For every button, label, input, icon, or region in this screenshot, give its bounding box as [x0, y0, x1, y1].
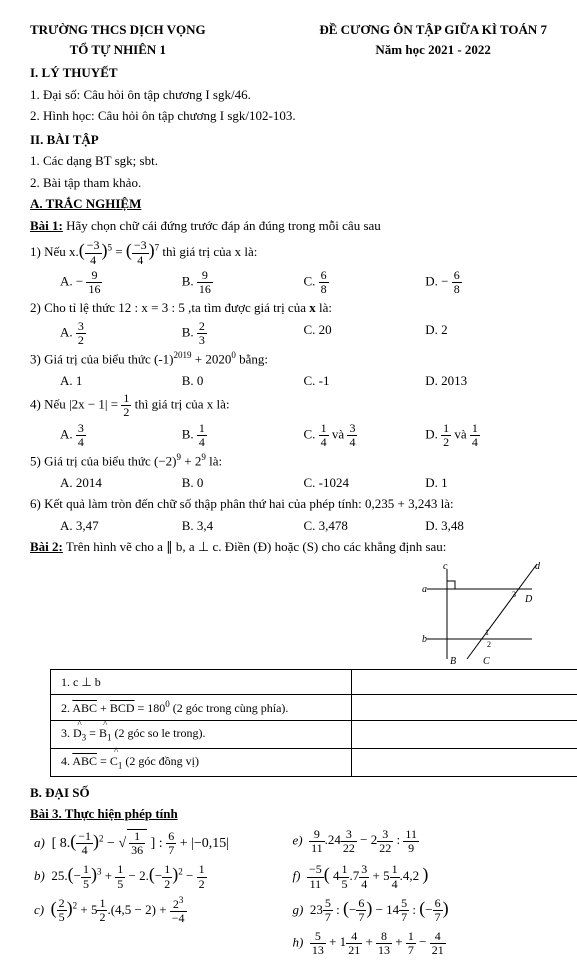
q1: 1) Nếu x.(−34)5 = (−34)7 thì giá trị của…	[30, 237, 547, 267]
q2: 2) Cho tỉ lệ thức 12 : x = 3 : 5 ,ta tìm…	[30, 298, 547, 318]
q5: 5) Giá trị của biểu thức (−2)9 + 29 là:	[30, 451, 547, 471]
q2-opt-d: D. 2	[425, 320, 547, 347]
ex-a: a) [ 8.(−14)2 − √136 ] : 67 + |−0,15|	[30, 826, 289, 859]
q3-opt-b: B. 0	[182, 371, 304, 391]
q4-opt-a: A. 34	[60, 422, 182, 449]
ex-g: g) 2357 : (−67) − 1457 : (−67)	[289, 893, 548, 928]
dept-name: TỔ TỰ NHIÊN 1	[30, 40, 206, 60]
svg-text:2: 2	[487, 640, 491, 649]
q1-opt-b: B. 916	[182, 269, 304, 296]
ex-e: e) 911.24322 − 2322 : 119	[289, 826, 548, 859]
q5-opt-a: A. 2014	[60, 473, 182, 493]
q4: 4) Nếu |2x − 1| = 12 thì giá trị của x l…	[30, 392, 547, 419]
q4-opt-d: D. 12 và 14	[425, 422, 547, 449]
svg-text:3: 3	[512, 590, 516, 599]
svg-text:B: B	[450, 656, 456, 667]
school-year: Năm học 2021 - 2022	[319, 40, 547, 60]
q5-opt-c: C. -1024	[304, 473, 426, 493]
q1-opt-d: D. − 68	[425, 269, 547, 296]
ex-row-2: b) 25.(−15)3 + 15 − 2.(−12)2 − 12 f) −51…	[30, 859, 547, 893]
q6-opt-b: B. 3,4	[182, 516, 304, 536]
bai2-text: Trên hình vẽ cho a ∥ b, a ⊥ c. Điền (Đ) …	[63, 539, 447, 554]
bai1-text: Hãy chọn chữ cái đứng trước đáp án đúng …	[63, 218, 381, 233]
ex-c: c) (25)2 + 512.(4,5 − 2) + 23−4	[30, 893, 289, 928]
algebra-heading: B. ĐẠI SỐ	[30, 783, 547, 803]
doc-title: ĐỀ CƯƠNG ÔN TẬP GIỮA KÌ TOÁN 7	[319, 20, 547, 40]
ex-empty	[30, 928, 289, 959]
ex-b: b) 25.(−15)3 + 15 − 2.(−12)2 − 12	[30, 859, 289, 893]
q3-opt-d: D. 2013	[425, 371, 547, 391]
q5-opt-d: D. 1	[425, 473, 547, 493]
svg-text:c: c	[443, 561, 448, 572]
svg-text:D: D	[524, 594, 533, 605]
bai3-title: Bài 3. Thực hiện phép tính	[30, 804, 547, 824]
bai1-label: Bài 1:	[30, 218, 63, 233]
q2-options: A. 32 B. 23 C. 20 D. 2	[60, 320, 547, 347]
header-right: ĐỀ CƯƠNG ÔN TẬP GIỮA KÌ TOÁN 7 Năm học 2…	[319, 20, 547, 59]
section-theory-title: I. LÝ THUYẾT	[30, 63, 547, 83]
exercise-line-2: 2. Bài tập tham khảo.	[30, 173, 547, 193]
q1-options: A. − 916 B. 916 C. 68 D. − 68	[60, 269, 547, 296]
ex-row-3: c) (25)2 + 512.(4,5 − 2) + 23−4 g) 2357 …	[30, 893, 547, 928]
bai2-row3: 3. D3 = B1 (2 góc so le trong).	[51, 720, 352, 748]
bai2-label: Bài 2:	[30, 539, 63, 554]
svg-text:1: 1	[485, 628, 489, 637]
bai2-ans1	[352, 669, 577, 694]
header-left: TRƯỜNG THCS DỊCH VỌNG TỔ TỰ NHIÊN 1	[30, 20, 206, 59]
q6-opt-a: A. 3,47	[60, 516, 182, 536]
bai2-row1: 1. c ⊥ b	[51, 669, 352, 694]
q1-pre: 1) Nếu	[30, 244, 69, 259]
ex-row-1: a) [ 8.(−14)2 − √136 ] : 67 + |−0,15| e)…	[30, 826, 547, 859]
q6-opt-c: C. 3,478	[304, 516, 426, 536]
q3: 3) Giá trị của biểu thức (-1)2019 + 2020…	[30, 349, 547, 369]
q1-opt-c: C. 68	[304, 269, 426, 296]
bai2-row2: 2. ABC + BCD = 1800 (2 góc trong cùng ph…	[51, 694, 352, 720]
q3-options: A. 1 B. 0 C. -1 D. 2013	[60, 371, 547, 391]
bai2-ans4	[352, 748, 577, 776]
q3-opt-a: A. 1	[60, 371, 182, 391]
mcq-heading: A. TRẮC NGHIỆM	[30, 194, 547, 214]
q2-opt-c: C. 20	[304, 320, 426, 347]
ex-row-4: h) 513 + 1421 + 813 + 17 − 421	[30, 928, 547, 959]
bai2-heading: Bài 2: Trên hình vẽ cho a ∥ b, a ⊥ c. Đi…	[30, 537, 547, 557]
bai1-heading: Bài 1: Hãy chọn chữ cái đứng trước đáp á…	[30, 216, 547, 236]
q6: 6) Kết quả làm tròn đến chữ số thập phân…	[30, 494, 547, 514]
q1-equation: x.(−34)5 = (−34)7	[69, 244, 159, 259]
bai2-ans3	[352, 720, 577, 748]
svg-text:a: a	[422, 584, 427, 595]
q4-opt-b: B. 14	[182, 422, 304, 449]
q2-opt-a: A. 32	[60, 320, 182, 347]
q6-options: A. 3,47 B. 3,4 C. 3,478 D. 3,48	[60, 516, 547, 536]
exercise-line-1: 1. Các dạng BT sgk; sbt.	[30, 151, 547, 171]
q4-options: A. 34 B. 14 C. 14 và 34 D. 12 và 14	[60, 422, 547, 449]
bai2-ans2	[352, 694, 577, 720]
theory-line-1: 1. Đại số: Câu hỏi ôn tập chương I sgk/4…	[30, 85, 547, 105]
q4-opt-c: C. 14 và 34	[304, 422, 426, 449]
school-name: TRƯỜNG THCS DỊCH VỌNG	[30, 20, 206, 40]
theory-line-2: 2. Hình học: Câu hỏi ôn tập chương I sgk…	[30, 106, 547, 126]
svg-text:b: b	[422, 634, 427, 645]
bai2-table: 1. c ⊥ b 2. ABC + BCD = 1800 (2 góc tron…	[50, 669, 577, 777]
q5-options: A. 2014 B. 0 C. -1024 D. 1	[60, 473, 547, 493]
q1-opt-a: A. − 916	[60, 269, 182, 296]
geometry-diagram: a b B C D d c 3 1 2	[417, 559, 547, 669]
q1-post: thì giá trị của x là:	[162, 244, 257, 259]
q3-opt-c: C. -1	[304, 371, 426, 391]
page-header: TRƯỜNG THCS DỊCH VỌNG TỔ TỰ NHIÊN 1 ĐỀ C…	[30, 20, 547, 59]
ex-h: h) 513 + 1421 + 813 + 17 − 421	[289, 928, 548, 959]
svg-text:C: C	[483, 656, 490, 667]
bai2-row4: 4. ABC = C1 (2 góc đồng vị)	[51, 748, 352, 776]
svg-text:d: d	[535, 561, 541, 572]
ex-f: f) −511( 415.734 + 514.4,2 )	[289, 859, 548, 893]
section-exercise-title: II. BÀI TẬP	[30, 130, 547, 150]
q5-opt-b: B. 0	[182, 473, 304, 493]
q2-opt-b: B. 23	[182, 320, 304, 347]
q6-opt-d: D. 3,48	[425, 516, 547, 536]
